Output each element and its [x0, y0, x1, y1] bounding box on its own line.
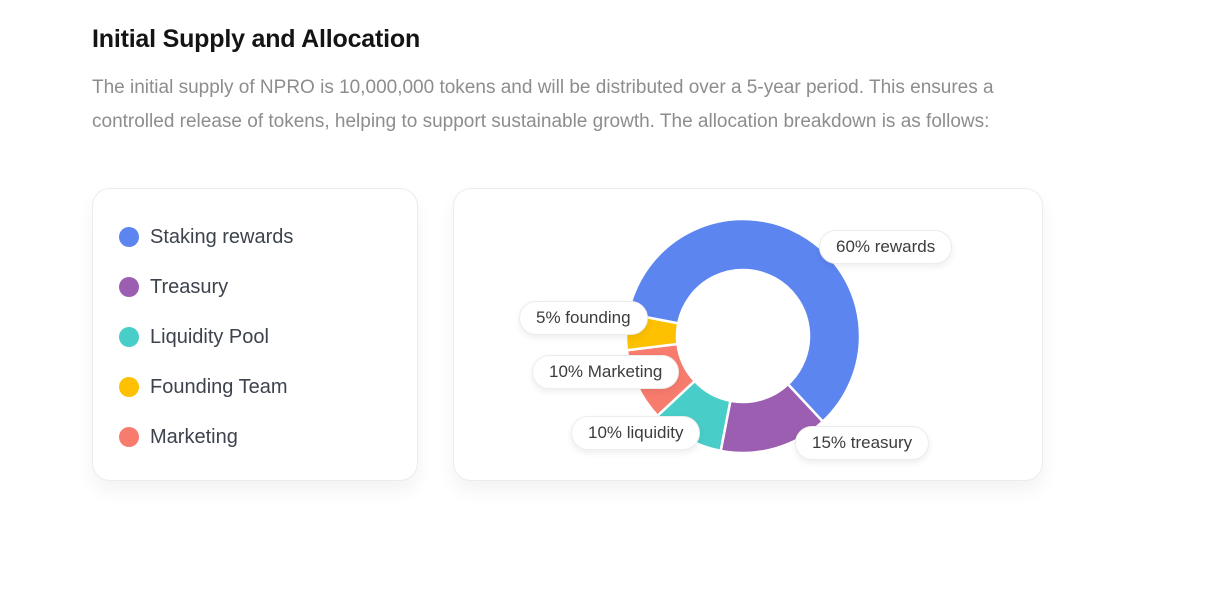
- legend-item-label: Treasury: [150, 275, 229, 298]
- legend-dot-icon: [119, 427, 139, 447]
- chart-label-rewards: 60% rewards: [819, 230, 953, 264]
- legend-item-label: Founding Team: [150, 375, 288, 398]
- legend-item-label: Marketing: [150, 425, 238, 448]
- legend-dot-icon: [119, 277, 139, 297]
- page-title: Initial Supply and Allocation: [92, 25, 421, 53]
- chart-label-founding: 5% founding: [519, 301, 648, 335]
- legend-item-marketing: Marketing: [119, 412, 417, 462]
- legend-dot-icon: [119, 327, 139, 347]
- legend-item-treasury: Treasury: [119, 262, 417, 312]
- legend-dot-icon: [119, 227, 139, 247]
- legend-card: Staking rewards Treasury Liquidity Pool …: [92, 188, 418, 481]
- chart-label-marketing: 10% Marketing: [532, 355, 680, 389]
- legend-item-label: Staking rewards: [150, 225, 294, 248]
- token-allocation-section: Initial Supply and Allocation The initia…: [92, 25, 1214, 481]
- legend-item-liquidity-pool: Liquidity Pool: [119, 312, 417, 362]
- legend-dot-icon: [119, 377, 139, 397]
- donut-segment-staking-rewards[interactable]: [626, 217, 862, 423]
- legend-item-founding-team: Founding Team: [119, 362, 417, 412]
- intro-paragraph: The initial supply of NPRO is 10,000,000…: [92, 77, 994, 132]
- legend-item-staking-rewards: Staking rewards: [119, 212, 417, 262]
- chart-label-treasury: 15% treasury: [795, 426, 930, 460]
- legend-item-label: Liquidity Pool: [150, 325, 269, 348]
- cards-row: Staking rewards Treasury Liquidity Pool …: [92, 188, 1214, 481]
- chart-label-liquidity: 10% liquidity: [571, 416, 701, 450]
- allocation-chart-card: 60% rewards 15% treasury 10% liquidity 1…: [453, 188, 1043, 481]
